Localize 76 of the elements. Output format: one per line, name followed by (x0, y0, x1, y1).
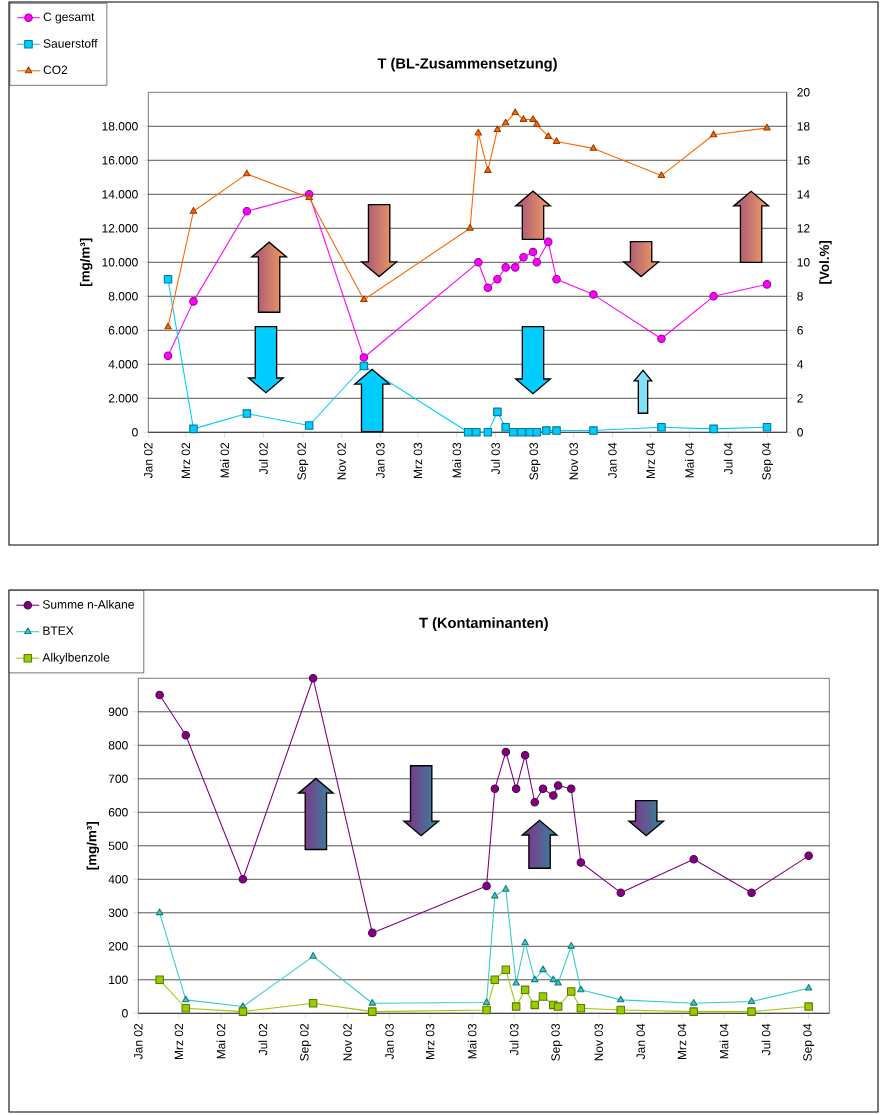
x-tick-label: Jul 04 (761, 1023, 771, 1056)
y-tick-label: 0 (122, 1009, 128, 1018)
y-tick-label: 0 (132, 428, 138, 437)
x-tick-label: Mai 03 (467, 1023, 477, 1059)
y-tick-label: 100 (109, 975, 128, 985)
x-tick-label: Jul 02 (258, 1023, 268, 1056)
y-tick-label: 700 (108, 774, 128, 784)
x-tick-label: Sep 03 (551, 1023, 563, 1061)
chart-title: T (Kontaminanten) (419, 617, 548, 631)
x-tick-label: Mrz 04 (677, 1023, 687, 1060)
x-tick-label: Jul 03 (491, 442, 500, 475)
x-tick-label: Nov 02 (337, 442, 346, 480)
x-tick-label: Mai 03 (452, 442, 462, 478)
y-tick-label: 8.000 (108, 292, 138, 301)
y-tick-label: 4.000 (108, 360, 138, 369)
y2-tick-label: 0 (797, 428, 803, 437)
x-tick-label: Jan 02 (134, 1023, 143, 1060)
y-tick-label: 900 (108, 707, 128, 717)
x-tick-label: Jul 03 (509, 1023, 519, 1056)
x-tick-label: Nov 03 (569, 442, 578, 480)
y2-tick-label: 4 (797, 360, 804, 369)
y-tick-label: 800 (108, 741, 128, 750)
x-tick-label: Nov 03 (594, 1023, 603, 1061)
legend-label: CO2 (43, 65, 68, 75)
x-tick-label: Jan 03 (385, 1023, 394, 1060)
y2-tick-label: 8 (797, 292, 803, 301)
y-tick-label: 12.000 (102, 224, 138, 233)
x-tick-label: Sep 02 (297, 442, 309, 480)
legend-label: Alkylbenzole (42, 652, 110, 665)
y-axis-title: [mg/m³] (86, 822, 100, 870)
y-tick-label: 16.000 (102, 156, 138, 165)
x-tick-label: Mai 04 (719, 1023, 729, 1059)
y-tick-label: 200 (108, 942, 128, 951)
y2-axis-title: [Vol.%] (819, 240, 832, 284)
x-tick-label: Nov 02 (343, 1023, 352, 1061)
x-tick-label: Mai 04 (685, 442, 694, 478)
x-tick-label: Sep 02 (300, 1023, 311, 1061)
x-tick-label: Sep 03 (529, 442, 541, 480)
y-tick-label: 2.000 (108, 394, 138, 403)
legend-label: Summe n-Alkane (42, 599, 134, 609)
x-tick-label: Jan 04 (608, 442, 617, 479)
y2-tick-label: 20 (797, 88, 810, 97)
y-axis-title: [mg/m³] (79, 238, 93, 286)
y2-tick-label: 16 (797, 156, 810, 165)
x-tick-label: Jan 04 (636, 1023, 645, 1060)
y-tick-label: 400 (108, 875, 128, 884)
legend-label: BTEX (43, 626, 74, 635)
y2-tick-label: 2 (797, 394, 803, 403)
y-tick-label: 6.000 (108, 326, 138, 335)
x-tick-label: Jan 02 (144, 442, 153, 479)
y2-tick-label: 10 (797, 258, 810, 267)
x-tick-label: Sep 04 (803, 1023, 815, 1061)
y-tick-label: 14.000 (102, 190, 138, 199)
x-tick-label: Mrz 02 (181, 442, 191, 479)
legend-label: Sauerstoff (43, 38, 98, 48)
y2-tick-label: 6 (797, 326, 803, 335)
y2-tick-label: 14 (797, 190, 810, 199)
y2-tick-label: 12 (797, 224, 810, 233)
chart-title: T (BL-Zusammensetzung) (377, 57, 557, 72)
x-tick-label: Mrz 02 (174, 1023, 184, 1060)
y2-tick-label: 18 (797, 122, 810, 131)
x-tick-label: Mai 02 (220, 442, 230, 478)
y-tick-label: 10.000 (102, 258, 138, 267)
x-tick-label: Jul 02 (258, 442, 268, 475)
legend-label: C gesamt (43, 12, 95, 24)
y-tick-label: 300 (108, 908, 128, 918)
x-tick-label: Mrz 04 (646, 442, 655, 479)
y-tick-label: 600 (108, 808, 128, 817)
y-tick-label: 18.000 (102, 122, 138, 131)
x-tick-label: Sep 04 (762, 442, 774, 480)
x-tick-label: Mrz 03 (413, 442, 423, 479)
x-tick-label: Mrz 03 (425, 1023, 435, 1060)
x-tick-label: Jan 03 (376, 442, 385, 479)
y-tick-label: 500 (108, 841, 128, 851)
x-tick-label: Jul 04 (723, 442, 733, 475)
x-tick-label: Mai 02 (216, 1023, 226, 1059)
